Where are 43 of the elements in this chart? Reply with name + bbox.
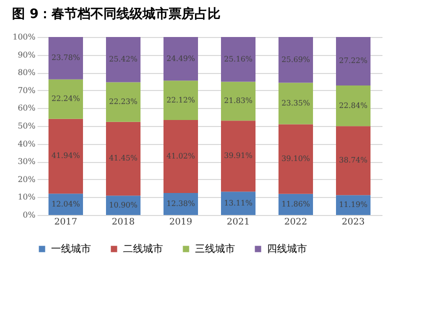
legend-label: 一线城市 xyxy=(51,243,91,255)
bar xyxy=(48,118,83,194)
bar xyxy=(278,37,313,83)
y-tick-label: 20% xyxy=(18,174,36,184)
y-tick-label: 100% xyxy=(12,32,36,42)
bar xyxy=(336,126,370,196)
y-tick-label: 30% xyxy=(18,157,36,166)
x-tick-label: 2019 xyxy=(169,218,192,228)
bar xyxy=(106,37,140,82)
x-tick-label: 2021 xyxy=(226,218,250,228)
bar xyxy=(336,37,370,86)
bar xyxy=(106,82,140,122)
y-tick-label: 70% xyxy=(18,86,36,95)
bar xyxy=(48,194,83,215)
bar xyxy=(164,36,198,81)
bar xyxy=(106,122,140,196)
bar xyxy=(48,37,83,80)
x-tick-label: 2023 xyxy=(342,218,365,228)
y-tick-label: 80% xyxy=(18,68,36,78)
bar xyxy=(278,82,313,124)
bar xyxy=(336,85,370,126)
bar xyxy=(164,120,198,193)
bar xyxy=(221,82,256,121)
bar xyxy=(221,120,256,192)
y-tick-label: 10% xyxy=(18,192,36,202)
chart-title: 图 9：春节档不同线级城市票房占比 xyxy=(12,6,221,22)
y-tick-label: 60% xyxy=(18,104,36,113)
y-tick-label: 40% xyxy=(18,139,36,148)
y-tick-label: 0% xyxy=(22,210,36,220)
legend-label: 三线城市 xyxy=(195,243,235,255)
bar xyxy=(221,192,256,215)
bar xyxy=(48,79,83,119)
bar xyxy=(336,195,370,215)
legend-label: 二线城市 xyxy=(123,243,163,255)
x-tick-label: 2018 xyxy=(112,218,135,228)
bar xyxy=(278,124,313,194)
legend-label: 四线城市 xyxy=(267,243,307,255)
x-tick-label: 2017 xyxy=(54,218,78,228)
y-tick-label: 50% xyxy=(18,122,36,130)
y-tick-label: 90% xyxy=(18,50,36,60)
bar xyxy=(164,80,198,120)
bar xyxy=(221,36,256,82)
x-tick-label: 2022 xyxy=(284,218,308,228)
